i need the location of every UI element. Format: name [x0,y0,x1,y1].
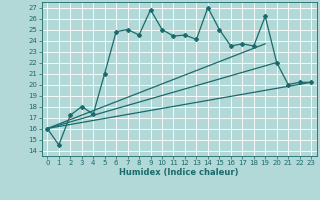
X-axis label: Humidex (Indice chaleur): Humidex (Indice chaleur) [119,168,239,177]
